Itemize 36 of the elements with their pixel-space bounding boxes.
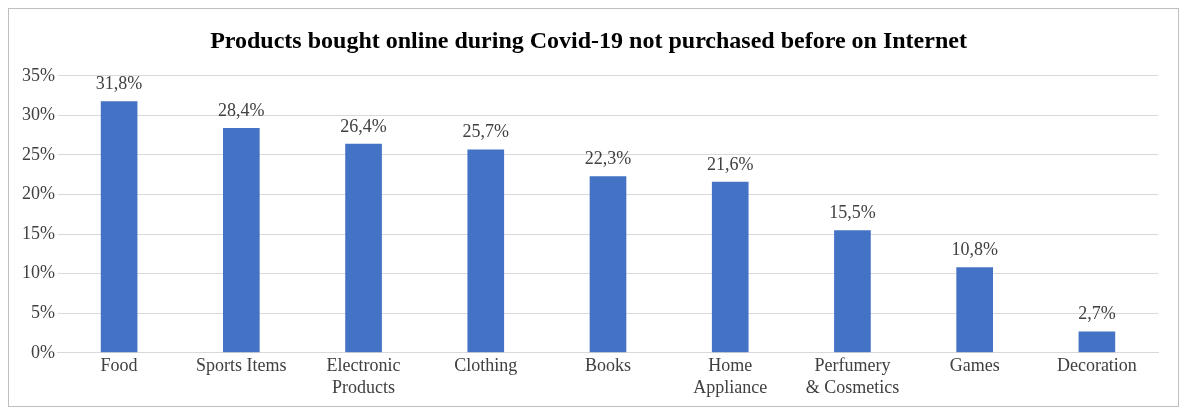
- y-tick-label: 0%: [30, 341, 55, 362]
- bar: [956, 267, 993, 353]
- bar: [1078, 331, 1116, 353]
- y-tick-label: 20%: [21, 183, 55, 204]
- y-tick-label: 25%: [21, 143, 55, 164]
- x-tick-label: Decoration: [1056, 355, 1137, 376]
- y-tick-label: 5%: [30, 301, 55, 322]
- bar: [834, 230, 871, 353]
- data-label: 10,8%: [951, 239, 998, 260]
- x-tick-label: Perfumery & Cosmetics: [805, 355, 900, 397]
- data-label: 2,7%: [1078, 303, 1116, 324]
- x-tick-label: Games: [949, 355, 1000, 376]
- data-label: 22,3%: [584, 148, 632, 169]
- data-label: 21,6%: [706, 153, 754, 174]
- y-tick-label: 10%: [21, 262, 55, 283]
- bar: [223, 128, 260, 353]
- y-tick-label: 35%: [21, 64, 55, 85]
- bar: [345, 143, 382, 353]
- data-label: 31,8%: [95, 72, 143, 93]
- y-tick-label: 15%: [21, 222, 55, 243]
- x-tick-label: Electronic Products: [326, 355, 401, 397]
- chart-title: Products bought online during Covid-19 not purchased before on Internet: [210, 26, 967, 53]
- bar: [711, 181, 749, 353]
- x-tick-label: Food: [100, 355, 138, 376]
- x-tick-label: Sports Items: [196, 355, 287, 376]
- y-tick-label: 30%: [21, 104, 55, 125]
- data-label: 26,4%: [340, 115, 387, 136]
- data-label: 25,7%: [462, 121, 510, 142]
- bar: [589, 176, 627, 353]
- x-tick-label: Clothing: [454, 355, 518, 376]
- data-label: 28,4%: [218, 99, 265, 120]
- x-tick-label: Home Appliance: [693, 355, 768, 397]
- bar: [100, 101, 138, 353]
- bar: [467, 149, 505, 353]
- x-tick-label: Books: [584, 355, 631, 376]
- data-label: 15,5%: [829, 201, 876, 222]
